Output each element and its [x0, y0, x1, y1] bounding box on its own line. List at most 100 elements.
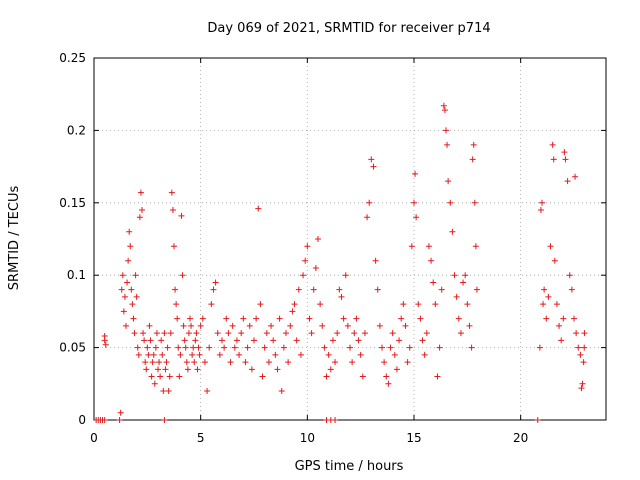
- data-point: [255, 205, 262, 212]
- data-point: [144, 344, 151, 351]
- y-tick-label: 0.05: [59, 341, 86, 355]
- data-point: [325, 351, 332, 358]
- data-point: [457, 330, 464, 337]
- data-point: [575, 344, 582, 351]
- data-point: [101, 333, 108, 340]
- data-point: [216, 351, 223, 358]
- data-point: [334, 330, 341, 337]
- data-point: [469, 156, 476, 163]
- data-point: [329, 337, 336, 344]
- data-point: [143, 366, 150, 373]
- data-point: [578, 385, 585, 392]
- data-point: [270, 337, 277, 344]
- data-point: [289, 308, 296, 315]
- data-point: [551, 257, 558, 264]
- data-point: [221, 344, 228, 351]
- data-point: [472, 243, 479, 250]
- data-point: [562, 156, 569, 163]
- data-point: [351, 330, 358, 337]
- data-point: [536, 344, 543, 351]
- data-point: [285, 359, 292, 366]
- data-point: [566, 272, 573, 279]
- data-point: [158, 337, 165, 344]
- data-point: [560, 315, 567, 322]
- data-point: [396, 337, 403, 344]
- data-point: [304, 243, 311, 250]
- y-tick-label: 0.15: [59, 196, 86, 210]
- data-point: [357, 351, 364, 358]
- data-point: [283, 330, 289, 337]
- data-point: [206, 344, 213, 351]
- data-point: [368, 156, 375, 163]
- data-point: [242, 359, 249, 366]
- plot-frame: [93, 57, 607, 421]
- y-tick-label: 0.2: [67, 123, 86, 137]
- data-point: [460, 279, 467, 286]
- data-point: [246, 322, 253, 329]
- data-point: [302, 257, 309, 264]
- data-point: [152, 344, 159, 351]
- data-point: [327, 366, 334, 373]
- data-point: [287, 322, 294, 329]
- data-point: [116, 417, 123, 423]
- data-point: [150, 351, 157, 358]
- data-point: [419, 337, 426, 344]
- data-point: [393, 366, 400, 373]
- data-point: [558, 337, 565, 344]
- data-point: [400, 301, 407, 308]
- data-point: [194, 366, 201, 373]
- data-point: [132, 272, 139, 279]
- data-point: [169, 207, 176, 214]
- data-point: [129, 301, 136, 308]
- data-point: [199, 315, 206, 322]
- data-point: [406, 344, 413, 351]
- data-point: [556, 322, 563, 329]
- data-point: [175, 344, 182, 351]
- data-point: [342, 272, 349, 279]
- data-point: [261, 344, 268, 351]
- data-point: [163, 359, 170, 366]
- data-point: [263, 330, 270, 337]
- data-point: [381, 359, 388, 366]
- data-point: [153, 330, 160, 337]
- data-point: [425, 243, 432, 250]
- data-point: [174, 315, 181, 322]
- data-point: [183, 359, 190, 366]
- data-point: [125, 257, 132, 264]
- data-point: [411, 199, 417, 206]
- data-point: [219, 337, 225, 344]
- data-point: [306, 315, 313, 322]
- data-point: [134, 344, 141, 351]
- data-point: [161, 417, 168, 423]
- data-point: [118, 286, 125, 293]
- data-point: [581, 330, 588, 337]
- data-point: [408, 243, 415, 250]
- data-point: [545, 293, 552, 300]
- data-point: [323, 373, 330, 380]
- data-point: [151, 380, 158, 387]
- data-point: [312, 264, 319, 271]
- data-point: [440, 102, 447, 109]
- data-point: [197, 322, 204, 329]
- x-tick-label: 5: [197, 431, 205, 445]
- data-point: [268, 322, 275, 329]
- data-point: [383, 373, 390, 380]
- data-point: [332, 359, 339, 366]
- data-point: [402, 322, 409, 329]
- data-point: [236, 351, 243, 358]
- data-point: [161, 330, 168, 337]
- data-point: [541, 286, 548, 293]
- data-point: [451, 272, 458, 279]
- data-point: [561, 149, 568, 156]
- data-point: [421, 351, 428, 358]
- data-point: [321, 344, 328, 351]
- data-point: [148, 373, 155, 380]
- y-tick-label: 0.25: [59, 51, 86, 65]
- data-point: [117, 409, 124, 416]
- data-point: [537, 207, 544, 214]
- data-point: [233, 337, 240, 344]
- data-point: [190, 344, 197, 351]
- data-point: [374, 286, 381, 293]
- data-point: [201, 359, 208, 366]
